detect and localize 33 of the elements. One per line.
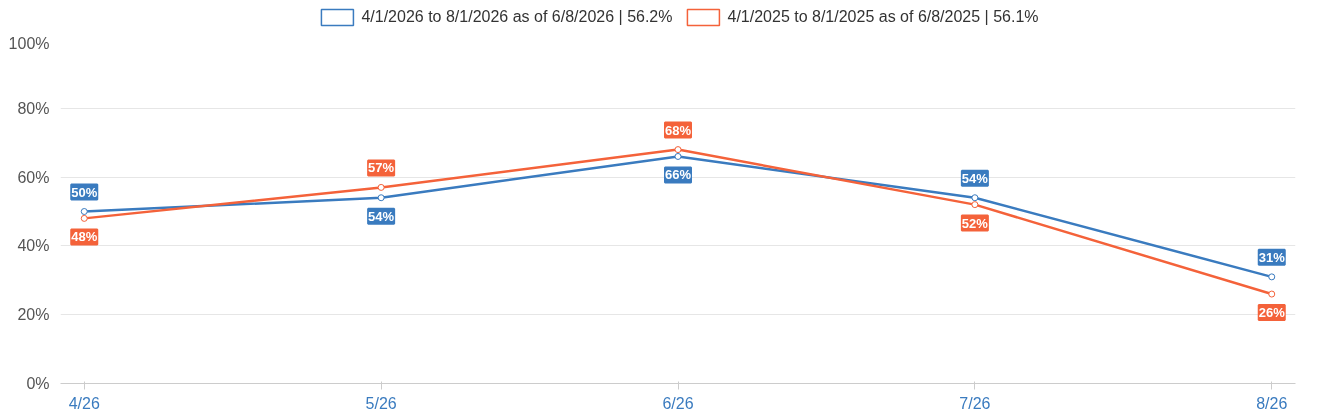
y-tick-label: 60% — [17, 168, 50, 186]
point — [377, 183, 385, 191]
x-tick-label: 7/26 — [959, 394, 991, 412]
y-tick-label: 0% — [26, 375, 50, 392]
point — [80, 214, 88, 222]
data-label: 57% — [368, 160, 395, 176]
point — [1268, 273, 1276, 281]
x-tick-label: 5/26 — [365, 394, 397, 412]
point — [377, 194, 385, 202]
point — [674, 152, 682, 160]
x-tick-label: 4/26 — [68, 394, 100, 412]
data-label: 52% — [961, 215, 989, 231]
y-tick-label: 100% — [8, 34, 50, 52]
data-label: 48% — [71, 229, 98, 245]
x-tick-label: 8/26 — [1256, 394, 1288, 412]
legend-label: 4/1/2025 to 8/1/2025 as of 6/8/2025 | 56.1% — [727, 8, 1039, 26]
data-label: 31% — [1258, 249, 1286, 265]
y-tick-label: 20% — [17, 306, 50, 324]
point — [674, 146, 682, 154]
data-label: 54% — [368, 208, 395, 224]
data-label: 66% — [664, 167, 692, 183]
point — [971, 201, 979, 209]
data-label: 50% — [71, 184, 98, 200]
legend-label: 4/1/2026 to 8/1/2026 as of 6/8/2026 | 56.2% — [361, 8, 673, 26]
x-tick-label: 6/26 — [662, 394, 694, 412]
data-label: 68% — [664, 122, 692, 138]
data-label: 54% — [961, 170, 989, 186]
data-label: 26% — [1258, 305, 1286, 321]
point — [971, 194, 979, 202]
point — [1268, 290, 1276, 298]
y-tick-label: 40% — [17, 237, 50, 255]
y-tick-label: 80% — [17, 99, 50, 117]
point — [80, 208, 88, 215]
